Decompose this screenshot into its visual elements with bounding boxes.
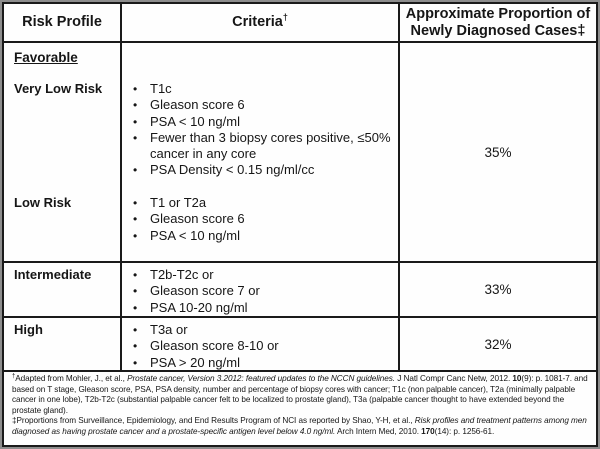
bullet-icon: [133, 300, 137, 316]
criteria-item: PSA 10-20 ng/ml: [122, 300, 398, 316]
bullet-icon: [133, 283, 137, 299]
favorable-proportion-cell: 35%: [400, 43, 596, 263]
intermediate-label: Intermediate: [4, 263, 122, 318]
proportion-value: 35%: [484, 144, 512, 160]
criteria-text: PSA < 10 ng/ml: [150, 227, 240, 243]
bullet-icon: [133, 130, 137, 146]
header-proportion: Approximate Proportion of Newly Diagnose…: [400, 4, 596, 43]
criteria-item: PSA < 10 ng/ml: [122, 114, 396, 130]
high-criteria-cell: T3a or Gleason score 8-10 or PSA > 20 ng…: [122, 318, 400, 372]
bullet-icon: [133, 211, 137, 227]
bullet-icon: [133, 162, 137, 178]
criteria-item: T2b-T2c or: [122, 267, 398, 283]
low-risk-criteria-list: T1 or T2a Gleason score 6 PSA < 10 ng/ml: [122, 195, 396, 244]
dagger-marker: †: [12, 373, 16, 380]
criteria-item: PSA Density < 0.15 ng/ml/cc: [122, 162, 396, 178]
criteria-text: Fewer than 3 biopsy cores positive, ≤50%…: [150, 129, 391, 162]
intermediate-criteria-list: T2b-T2c or Gleason score 7 or PSA 10-20 …: [122, 267, 398, 316]
criteria-text: PSA 10-20 ng/ml: [150, 299, 248, 315]
criteria-text: PSA > 20 ng/ml: [150, 354, 240, 370]
header-criteria: Criteria†: [122, 4, 400, 43]
very-low-risk-criteria-list: T1c Gleason score 6 PSA < 10 ng/ml Fewer…: [122, 81, 396, 179]
bullet-icon: [133, 195, 137, 211]
criteria-item: PSA > 20 ng/ml: [122, 355, 398, 371]
favorable-group-label: Favorable: [14, 50, 78, 65]
header-proportion-label: Approximate Proportion of Newly Diagnose…: [405, 5, 591, 39]
header-risk-profile: Risk Profile: [4, 4, 122, 43]
criteria-text: T2b-T2c or: [150, 267, 214, 282]
intermediate-criteria-cell: T2b-T2c or Gleason score 7 or PSA 10-20 …: [122, 263, 400, 318]
criteria-item: Gleason score 7 or: [122, 283, 398, 299]
bullet-icon: [133, 267, 137, 283]
intermediate-proportion-cell: 33%: [400, 263, 596, 318]
bullet-icon: [133, 228, 137, 244]
footnotes-section: †Adapted from Mohler, J., et al., Prosta…: [4, 372, 596, 445]
header-criteria-label: Criteria†: [232, 12, 288, 30]
bullet-icon: [133, 355, 137, 371]
criteria-text: T1 or T2a: [150, 195, 207, 210]
criteria-text: T3a or: [150, 322, 188, 337]
dagger-marker: †: [282, 12, 288, 23]
bullet-icon: [133, 81, 137, 97]
favorable-criteria-cell: T1c Gleason score 6 PSA < 10 ng/ml Fewer…: [122, 43, 400, 263]
double-dagger-marker: ‡: [12, 416, 17, 425]
criteria-item: Gleason score 6: [122, 97, 396, 113]
bullet-icon: [133, 338, 137, 354]
criteria-text: T1c: [150, 81, 172, 96]
low-risk-label: Low Risk: [14, 195, 72, 210]
criteria-text: Gleason score 6: [150, 97, 245, 113]
proportion-value: 32%: [484, 336, 512, 352]
high-label: High: [4, 318, 122, 372]
high-criteria-list: T3a or Gleason score 8-10 or PSA > 20 ng…: [122, 322, 398, 371]
bullet-icon: [133, 322, 137, 338]
criteria-item: Gleason score 6: [122, 211, 396, 227]
criteria-item: T1 or T2a: [122, 195, 396, 211]
header-risk-profile-label: Risk Profile: [22, 14, 102, 30]
very-low-risk-label: Very Low Risk: [14, 81, 103, 96]
footnote-dagger: †Adapted from Mohler, J., et al., Prosta…: [12, 373, 588, 415]
criteria-item: T3a or: [122, 322, 398, 338]
proportion-value: 33%: [484, 282, 512, 297]
bullet-icon: [133, 97, 137, 113]
favorable-risk-profile-cell: Favorable Very Low Risk Low Risk: [4, 43, 122, 263]
criteria-text: PSA < 10 ng/ml: [150, 113, 240, 129]
bullet-icon: [133, 114, 137, 130]
criteria-text: Gleason score 8-10 or: [150, 338, 279, 354]
footnote-double-dagger: ‡Proportions from Surveillance, Epidemio…: [12, 416, 587, 436]
criteria-text: Gleason score 6: [150, 211, 245, 227]
criteria-item: T1c: [122, 81, 396, 97]
criteria-item: Fewer than 3 biopsy cores positive, ≤50%…: [122, 130, 396, 163]
criteria-item: Gleason score 8-10 or: [122, 338, 398, 354]
criteria-item: PSA < 10 ng/ml: [122, 228, 396, 244]
high-proportion-cell: 32%: [400, 318, 596, 372]
criteria-text: Gleason score 7 or: [150, 283, 260, 299]
criteria-text: PSA Density < 0.15 ng/ml/cc: [150, 162, 315, 178]
